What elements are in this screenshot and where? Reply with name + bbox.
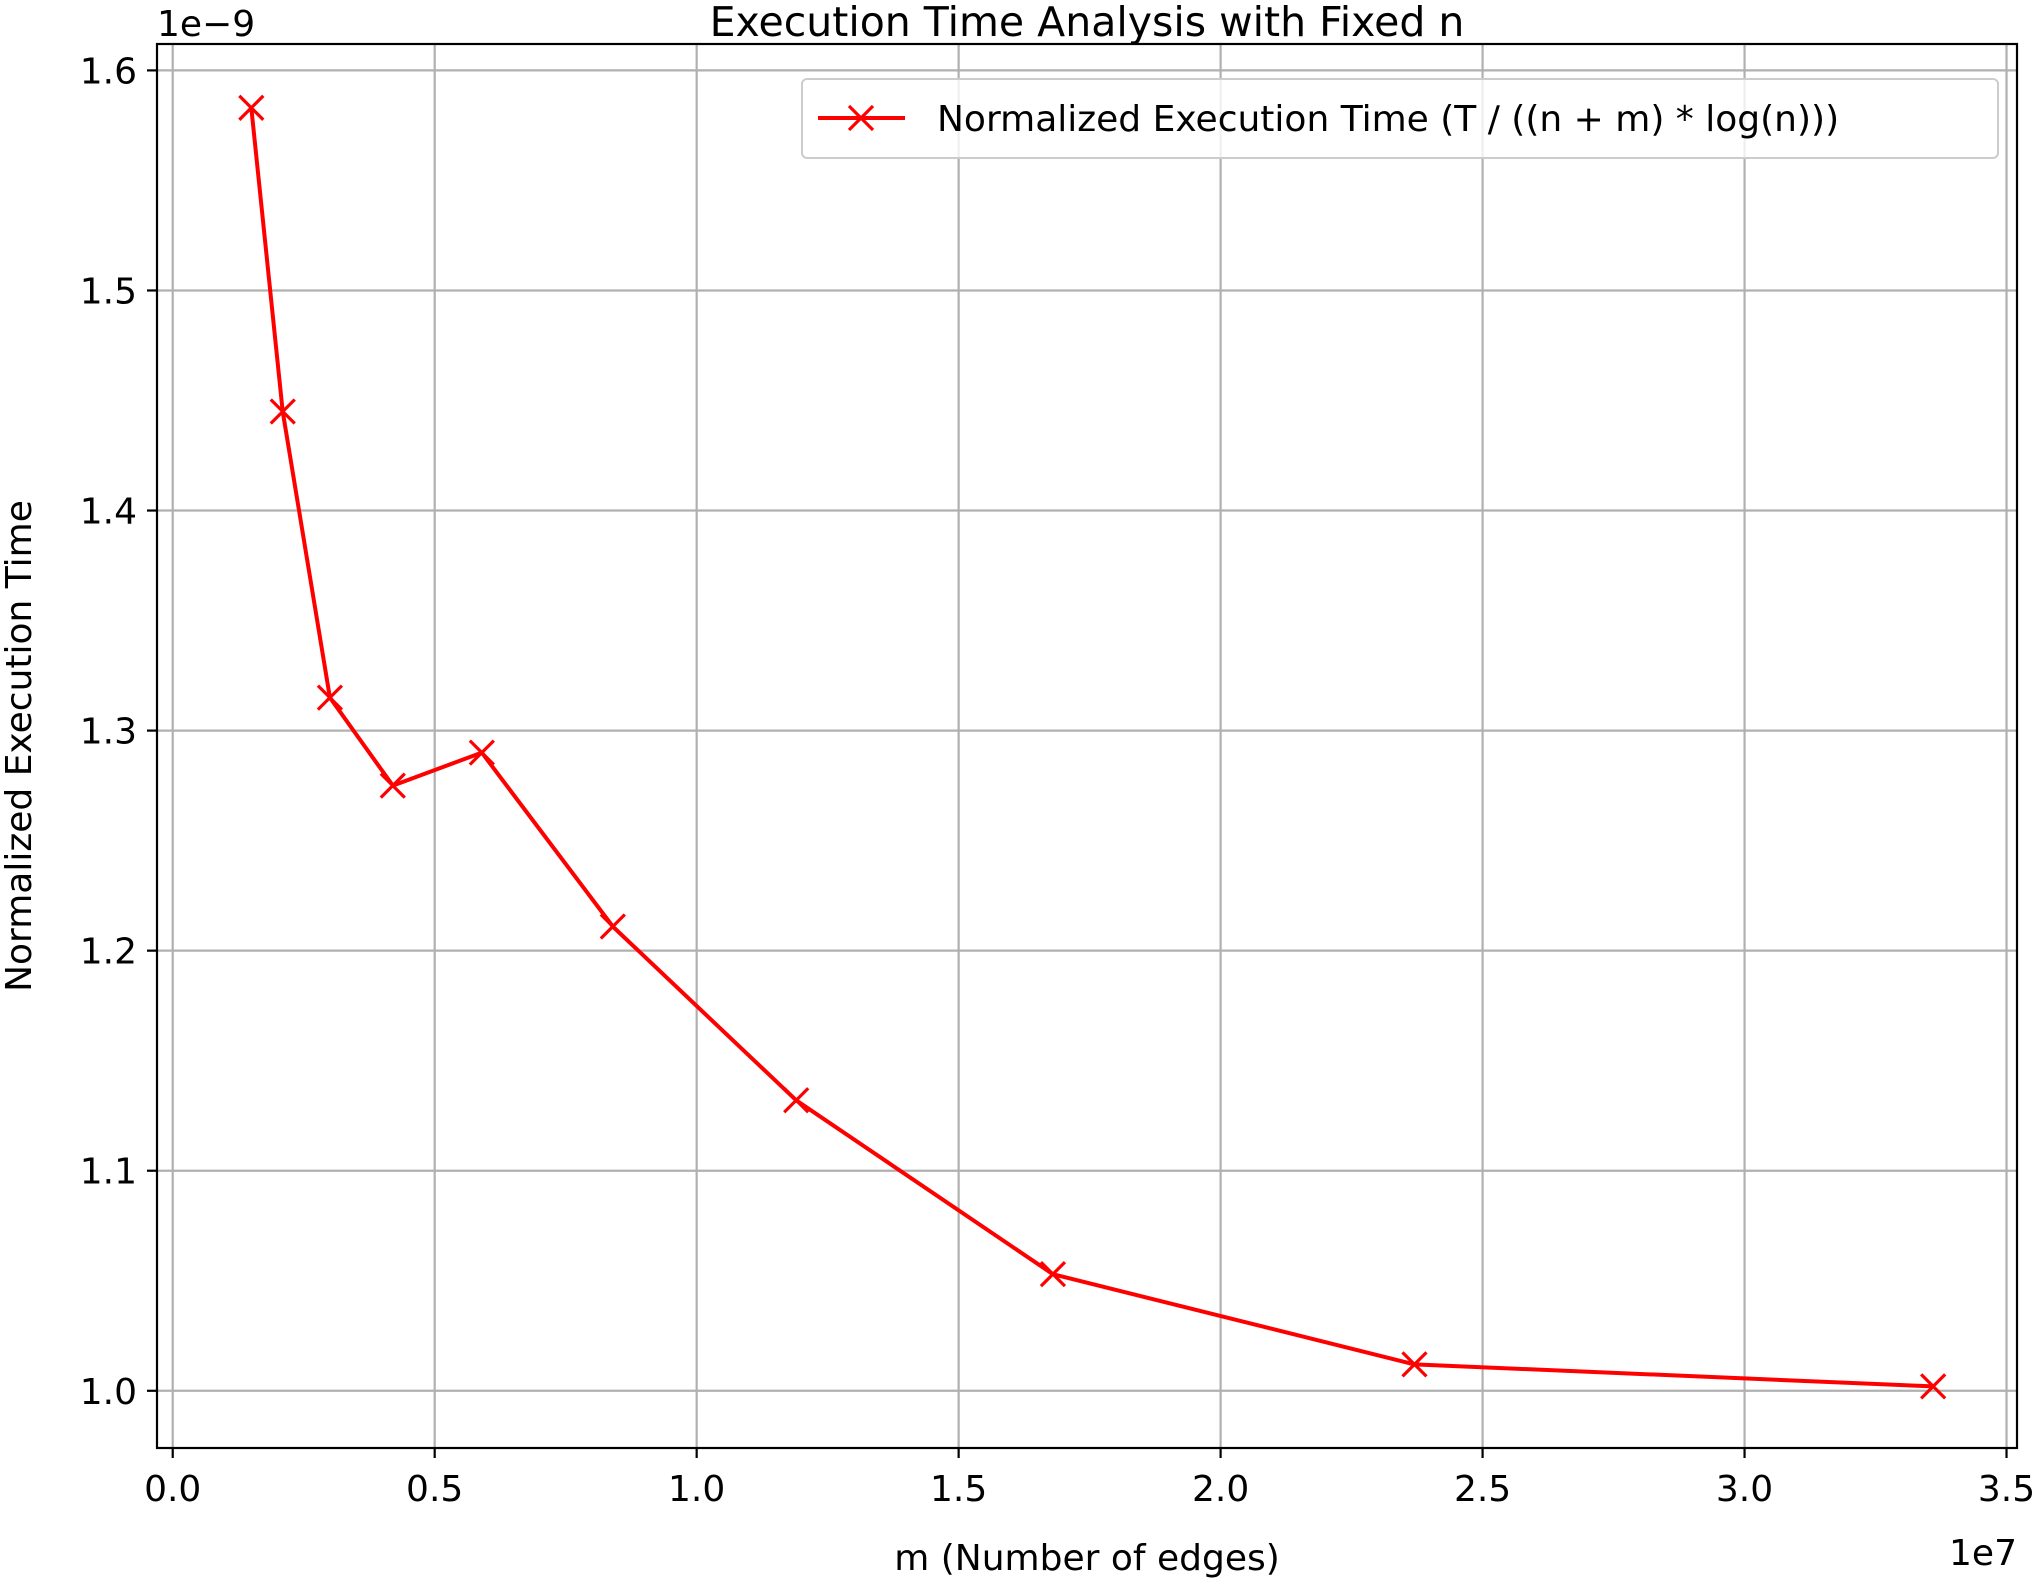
data-point-marker <box>1401 1351 1428 1378</box>
y-axis-label: Normalized Execution Time <box>0 500 40 992</box>
y-tick-label: 1.1 <box>80 1152 137 1193</box>
x-tick-label: 2.0 <box>1192 1469 1249 1510</box>
legend: Normalized Execution Time (T / ((n + m) … <box>801 78 1999 159</box>
chart-title: Execution Time Analysis with Fixed n <box>710 0 1465 46</box>
data-point-marker <box>599 913 626 940</box>
y-axis-offset-label: 1e−9 <box>157 4 255 45</box>
x-axis-ticks: 0.0 0.5 1.0 1.5 2.0 2.5 3.0 3.5 <box>144 1448 2035 1510</box>
x-tick-label: 0.5 <box>406 1469 463 1510</box>
y-tick-label: 1.0 <box>80 1372 137 1413</box>
data-point-marker <box>238 94 265 121</box>
legend-entry-label: Normalized Execution Time (T / ((n + m) … <box>937 99 1839 140</box>
plot-area-frame <box>155 42 2019 1450</box>
legend-marker-x <box>847 104 875 132</box>
x-tick-label: 0.0 <box>144 1469 201 1510</box>
y-tick-label: 1.2 <box>80 932 137 973</box>
x-tick-label: 3.0 <box>1716 1469 1773 1510</box>
y-tick-label: 1.5 <box>80 271 137 312</box>
x-tick-label: 3.5 <box>1978 1469 2035 1510</box>
data-point-marker <box>1039 1261 1067 1288</box>
grid-lines <box>157 44 2017 1448</box>
series-line <box>249 107 1934 1389</box>
data-point-marker <box>468 739 495 766</box>
x-axis-offset-label: 1e7 <box>1949 1533 2017 1574</box>
x-tick-label: 2.5 <box>1454 1469 1511 1510</box>
x-tick-label: 1.0 <box>668 1469 725 1510</box>
y-tick-label: 1.4 <box>80 492 137 533</box>
data-point-marker <box>379 772 406 799</box>
data-point-marker <box>269 398 296 425</box>
x-axis-label: m (Number of edges) <box>894 1538 1280 1578</box>
data-point-marker <box>1920 1373 1947 1400</box>
y-axis-ticks: 1.0 1.1 1.2 1.3 1.4 1.5 1.6 <box>80 51 157 1413</box>
y-tick-label: 1.6 <box>80 51 137 92</box>
y-tick-label: 1.3 <box>80 712 137 753</box>
data-point-marker <box>316 684 344 711</box>
series-layer <box>238 94 1947 1400</box>
data-point-marker <box>783 1087 810 1114</box>
x-tick-label: 1.5 <box>930 1469 987 1510</box>
legend-box <box>801 78 1999 159</box>
